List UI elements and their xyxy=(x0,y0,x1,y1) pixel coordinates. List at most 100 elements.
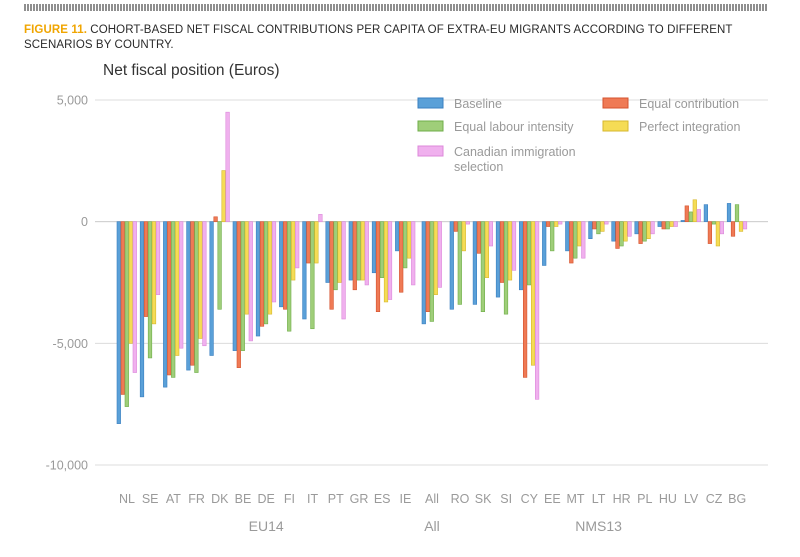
group-label: NMS13 xyxy=(575,518,622,534)
bar xyxy=(554,221,559,227)
bar xyxy=(623,221,628,242)
bar xyxy=(132,221,137,373)
category-label: BG xyxy=(728,492,746,506)
legend: Baseline Equal contribution Equal labour i… xyxy=(417,97,740,174)
bar xyxy=(680,220,685,222)
legend-label: Baseline xyxy=(454,97,502,111)
bar xyxy=(638,221,643,244)
bar xyxy=(518,221,524,291)
legend-swatch xyxy=(602,120,629,132)
category-label: SI xyxy=(500,492,512,506)
bar xyxy=(375,221,381,312)
bar xyxy=(232,221,237,351)
bar xyxy=(124,221,129,407)
bar xyxy=(742,221,748,230)
bar xyxy=(734,204,740,222)
figure-title: FIGURE 11. COHORT-BASED NET FISCAL CONTR… xyxy=(24,23,774,53)
bar xyxy=(522,221,528,378)
bar xyxy=(511,221,517,271)
bar xyxy=(661,221,666,230)
bar xyxy=(167,221,172,376)
bar xyxy=(341,221,346,320)
legend-swatch xyxy=(417,145,444,157)
bar xyxy=(542,221,547,266)
bar xyxy=(190,221,195,366)
bar xyxy=(657,221,662,227)
bar xyxy=(642,221,647,242)
bar xyxy=(453,221,458,232)
bar xyxy=(530,221,536,366)
group-label: EU14 xyxy=(249,518,284,534)
bar xyxy=(287,221,292,332)
bar xyxy=(546,221,551,227)
bar xyxy=(684,205,689,222)
bar xyxy=(194,221,199,373)
y-tick-label: -10,000 xyxy=(46,459,88,473)
bar xyxy=(291,221,296,281)
bar xyxy=(592,221,597,230)
bar xyxy=(360,221,365,281)
bar xyxy=(128,221,133,344)
bar xyxy=(267,221,273,315)
bar xyxy=(395,221,400,252)
bar xyxy=(569,221,574,264)
bar xyxy=(295,221,300,269)
bar xyxy=(433,221,438,295)
bar xyxy=(364,221,369,286)
category-label: LV xyxy=(684,492,699,506)
bar xyxy=(186,221,191,371)
bar xyxy=(588,221,593,239)
bar xyxy=(356,221,361,281)
bar xyxy=(411,221,416,286)
category-label: ES xyxy=(374,492,391,506)
y-axis-label: Net fiscal position (Euros) xyxy=(103,62,280,79)
bar xyxy=(283,221,288,310)
bar xyxy=(202,221,207,347)
bar xyxy=(726,203,732,222)
bar xyxy=(526,221,532,286)
bar xyxy=(198,221,203,339)
bar xyxy=(143,221,149,317)
bar xyxy=(495,221,501,298)
bar xyxy=(565,221,570,252)
legend-label: Canadian immigration selection xyxy=(454,145,576,174)
bar xyxy=(139,221,145,398)
bar xyxy=(271,221,277,303)
bar xyxy=(577,221,582,247)
bar xyxy=(634,221,639,235)
bar xyxy=(352,221,357,291)
bar xyxy=(669,221,674,227)
bar xyxy=(503,221,509,315)
bar xyxy=(534,221,540,400)
bar xyxy=(476,221,482,254)
bar xyxy=(558,221,563,225)
bar xyxy=(310,221,315,330)
bar xyxy=(163,221,168,388)
bar xyxy=(573,221,578,259)
bar xyxy=(600,221,605,232)
category-label: AT xyxy=(166,492,181,506)
bar xyxy=(179,221,184,349)
bar xyxy=(348,221,353,281)
bar xyxy=(248,221,253,342)
bar xyxy=(240,221,245,351)
bar xyxy=(730,221,736,237)
bar xyxy=(596,221,601,235)
bar xyxy=(379,221,385,278)
bar xyxy=(151,221,157,325)
bar xyxy=(673,221,678,227)
figure-label: FIGURE 11. xyxy=(24,24,87,36)
category-labels: NL SE AT FR DK BE DE FI IT PT GR ES IE All RO SK SI CY EE M… xyxy=(119,492,746,506)
category-label: GR xyxy=(350,492,369,506)
legend-swatch xyxy=(417,97,444,109)
bar xyxy=(650,221,655,235)
category-label: FI xyxy=(284,492,295,506)
category-label: MT xyxy=(566,492,584,506)
legend-label: Equal contribution xyxy=(639,97,739,111)
bar xyxy=(465,221,470,225)
bar xyxy=(325,221,330,283)
bar xyxy=(688,211,693,222)
bar xyxy=(480,221,486,312)
bar xyxy=(581,221,586,259)
bar xyxy=(213,216,218,222)
